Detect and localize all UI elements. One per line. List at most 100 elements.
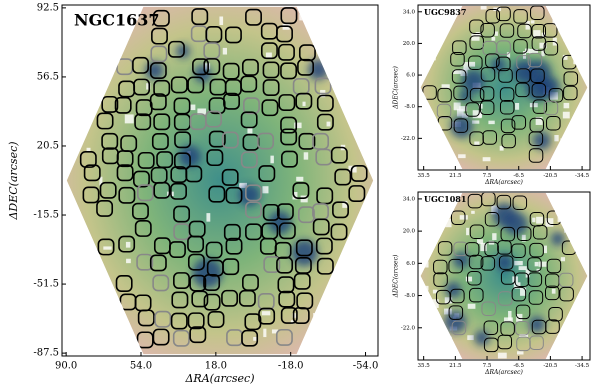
mask-pixel: [445, 153, 454, 158]
region-outline: [203, 293, 221, 311]
region-outline: [187, 312, 205, 330]
mask-pixel: [66, 328, 67, 333]
mask-pixel: [543, 245, 548, 254]
region-outline: [245, 223, 262, 241]
region-outline: [469, 35, 484, 50]
mask-pixel: [322, 326, 331, 334]
emission-peak: [291, 239, 318, 267]
region-outline: [295, 239, 313, 257]
region-outline: [544, 285, 560, 301]
mask-pixel: [425, 249, 430, 257]
mask-pixel: [358, 144, 367, 149]
region-outline: [260, 42, 278, 60]
region-outline: [483, 320, 499, 335]
mask-pixel: [468, 61, 476, 67]
mask-pixel: [340, 87, 346, 96]
region-outline: [134, 220, 152, 237]
region-outline: [480, 67, 496, 82]
x-tick-label: -34.5: [575, 363, 590, 369]
region-outline: [171, 291, 189, 309]
panel-title: NGC1637: [74, 11, 160, 30]
region-outline: [83, 164, 101, 182]
region-outline: [496, 56, 511, 72]
region-outline: [238, 289, 256, 307]
region-outline: [496, 194, 512, 210]
region-outline: [512, 195, 528, 211]
x-tick-label: 90.0: [55, 361, 77, 372]
region-outline: [151, 133, 169, 150]
mask-pixel: [463, 62, 470, 70]
region-outline: [170, 182, 187, 200]
mask-pixel: [444, 214, 450, 218]
mask-pixel: [190, 104, 196, 111]
region-outline: [464, 242, 480, 257]
region-outline: [485, 53, 500, 68]
emission-peak: [512, 60, 536, 84]
mask-pixel: [431, 52, 436, 61]
region-outline: [479, 86, 495, 101]
map-image: [420, 192, 588, 360]
region-outline: [149, 93, 167, 111]
region-outline: [187, 76, 205, 94]
region-outline: [298, 132, 316, 150]
y-tick-label: -22.0: [401, 325, 416, 331]
mask-pixel: [477, 239, 484, 244]
y-tick-label: -87.5: [33, 348, 59, 359]
region-outline: [277, 276, 295, 294]
mask-pixel: [270, 155, 274, 164]
region-outline: [480, 256, 496, 271]
region-outline: [469, 19, 484, 35]
region-outline: [275, 328, 293, 346]
region-outline: [185, 165, 203, 183]
y-tick-label: 6.0: [406, 73, 415, 79]
mask-pixel: [558, 208, 562, 212]
mask-pixel: [341, 307, 351, 317]
mask-pixel: [365, 13, 373, 21]
region-outline: [191, 8, 209, 26]
region-outline: [498, 68, 513, 83]
region-outline: [348, 185, 366, 202]
region-outline: [485, 9, 501, 24]
region-outline: [149, 254, 167, 272]
region-outline: [469, 287, 484, 303]
emission-peak: [268, 211, 292, 235]
region-outline: [245, 184, 262, 202]
mask-pixel: [534, 261, 539, 267]
mask-pixel: [342, 201, 348, 208]
region-outline: [468, 55, 483, 71]
region-outline: [480, 22, 495, 38]
y-tick-label: -22.0: [401, 136, 416, 142]
region-outline: [433, 259, 448, 275]
region-outline: [133, 78, 151, 96]
region-outline: [334, 168, 352, 186]
y-tick-label: -15.5: [33, 210, 59, 221]
region-outline: [208, 185, 226, 203]
x-tick-label: -20.5: [543, 173, 558, 179]
mask-pixel: [472, 110, 482, 119]
region-outline: [169, 241, 186, 258]
mask-pixel: [491, 36, 496, 41]
region-outline: [206, 149, 224, 167]
region-outline: [530, 5, 545, 20]
mask-pixel: [520, 287, 527, 296]
region-outline: [450, 52, 465, 67]
mask-pixel: [551, 288, 556, 294]
mask-pixel: [508, 310, 512, 320]
region-outline: [132, 56, 150, 74]
region-outline: [276, 25, 293, 43]
mask-pixel: [239, 182, 247, 189]
mask-pixel: [456, 108, 464, 117]
region-outline: [225, 237, 243, 255]
x-axis-label: ΔRA(arcsec): [184, 372, 254, 385]
region-outline: [546, 258, 562, 274]
mask-pixel: [449, 164, 456, 170]
region-outline: [513, 9, 528, 24]
region-outline: [207, 311, 225, 328]
mask-pixel: [459, 106, 468, 112]
mask-pixel: [492, 233, 497, 241]
mask-pixel: [536, 216, 543, 224]
emission-peak: [308, 59, 329, 81]
x-axis-label: ΔRA(arcsec): [484, 179, 523, 186]
region-outline: [174, 131, 192, 149]
region-outline: [205, 26, 223, 43]
